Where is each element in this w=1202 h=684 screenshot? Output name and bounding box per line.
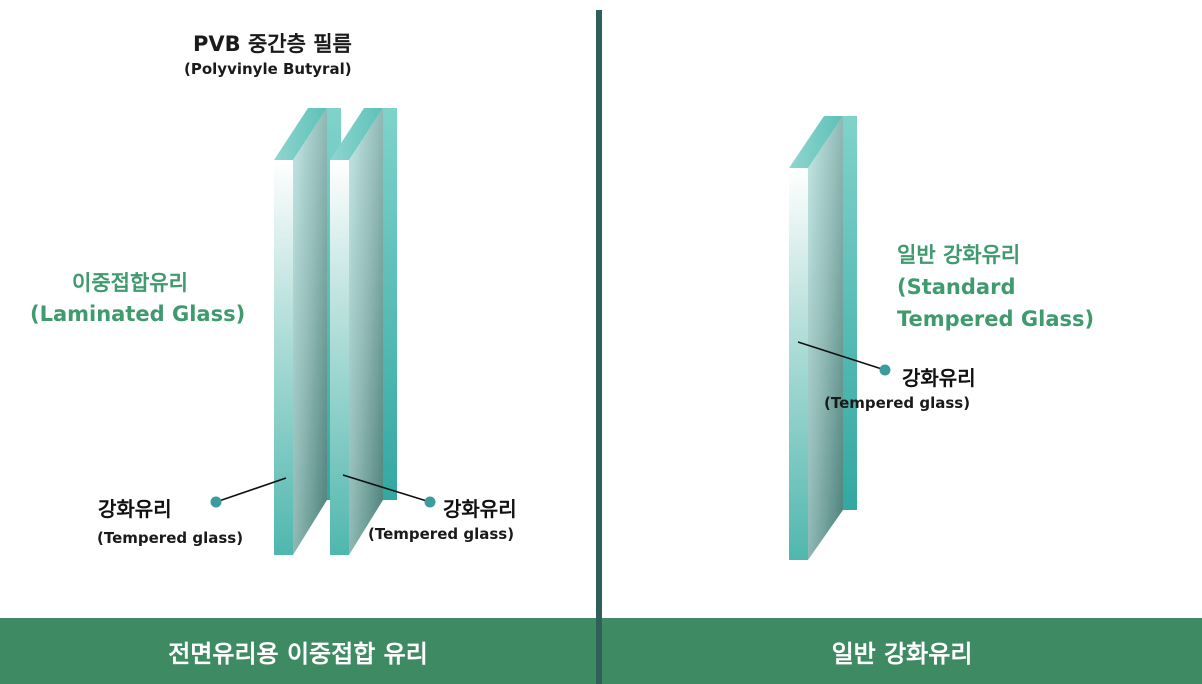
laminated-pane-right [330,108,397,555]
tempered-glass-label-standard-ko: 강화유리 [902,366,976,390]
standard-glass-label-ko: 일반 강화유리 [897,243,1021,267]
pane-left-edge [274,160,293,555]
standard-glass-label-en-line2: Tempered Glass) [897,307,1095,331]
pane-right-top [330,108,383,160]
pane-left-face [293,108,327,555]
pvb-film-title: PVB 중간층 필름 [193,32,352,56]
pane-left-top [274,108,327,160]
footer-standard-text: 일반 강화유리 [831,639,973,668]
pane-right-edge [330,160,349,555]
tempered-glass-label-standard-en: (Tempered glass) [824,394,971,412]
callout-dot-left [210,496,222,508]
pvb-film-subtitle: (Polyvinyle Butyral) [184,60,352,78]
tempered-glass-label-left-ko: 강화유리 [98,497,172,521]
pane-right-face [349,108,383,555]
standard-pane-side [843,116,857,510]
footer-laminated: 전면유리용 이중접합 유리 [0,618,596,684]
center-divider [596,10,602,684]
standard-pane-face [808,116,843,560]
callout-dot-right [424,496,436,508]
pane-right-side [383,108,397,500]
standard-pane-edge [789,168,808,560]
standard-pane-top [789,116,843,168]
standard-glass-label-en-line1: (Standard [897,275,1016,299]
tempered-glass-label-right-ko: 강화유리 [443,497,517,521]
callout-line-standard [797,341,886,371]
laminated-glass-label-en: (Laminated Glass) [30,302,246,326]
tempered-glass-label-right-en: (Tempered glass) [368,525,515,543]
laminated-glass-label-ko: 이중접합유리 [72,271,188,295]
standard-tempered-pane [789,116,857,560]
callout-line-right [342,474,431,503]
footer-standard: 일반 강화유리 [602,618,1202,684]
callout-dot-standard [879,364,891,376]
footer-laminated-text: 전면유리용 이중접합 유리 [168,639,428,668]
callout-line-left [215,477,287,503]
tempered-glass-label-left-en: (Tempered glass) [97,529,244,547]
